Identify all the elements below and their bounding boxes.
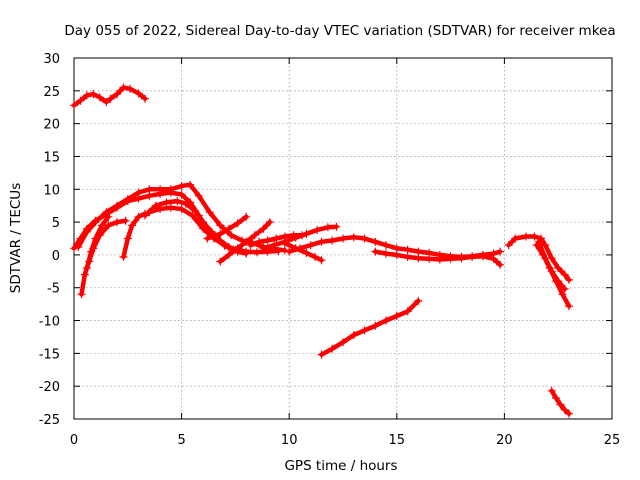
series-sat-i: [216, 218, 274, 266]
y-tick-label: 25: [43, 85, 60, 100]
plus-marker: [504, 232, 573, 284]
data-marks: [70, 83, 573, 418]
y-tick-label: 20: [43, 118, 60, 133]
y-tick-label: 15: [43, 150, 60, 165]
series-sat-p: [504, 232, 573, 284]
plus-marker: [203, 212, 251, 243]
y-axis-label: SDTVAR / TECUs: [8, 183, 24, 293]
series-line: [319, 298, 421, 357]
y-tick-label: -25: [39, 413, 60, 428]
series-sat-s: [317, 296, 423, 359]
series-line: [536, 239, 567, 292]
x-tick-label: 25: [604, 433, 621, 448]
series-sat-e: [82, 212, 113, 272]
plus-marker: [70, 83, 149, 110]
y-tick-label: -5: [47, 282, 60, 297]
series-sat-t: [547, 386, 573, 418]
y-tick-label: -10: [39, 315, 60, 330]
series-sat-a: [70, 83, 149, 110]
y-tick-label: -20: [39, 380, 60, 395]
grid: [74, 58, 612, 419]
series-line: [71, 85, 148, 108]
y-tick-label: 0: [52, 249, 60, 264]
plus-marker: [216, 218, 274, 266]
plus-marker: [280, 239, 326, 265]
plus-marker: [547, 386, 573, 418]
series-sat-n: [280, 239, 326, 265]
x-tick-label: 10: [281, 433, 298, 448]
y-tick-label: 30: [43, 52, 60, 67]
y-tick-label: 10: [43, 183, 60, 198]
series-sat-f: [119, 209, 149, 261]
chart-title: Day 055 of 2022, Sidereal Day-to-day VTE…: [64, 23, 615, 39]
series-sat-j: [203, 212, 251, 243]
plus-marker: [82, 212, 113, 272]
x-tick-label: 0: [70, 433, 78, 448]
x-tick-label: 5: [177, 433, 185, 448]
x-axis-label: GPS time / hours: [284, 458, 397, 474]
plus-marker: [371, 247, 505, 269]
axis-ticks: 0 5 10 15 20 25 -25 -20 -15 -10 -5 0 5 10 15 20 25 30: [39, 52, 621, 448]
x-tick-label: 15: [389, 433, 406, 448]
y-tick-label: -15: [39, 347, 60, 362]
series-line: [506, 234, 572, 283]
plus-marker: [317, 296, 423, 359]
series-sat-r: [534, 237, 569, 293]
y-tick-label: 5: [52, 216, 60, 231]
x-tick-label: 20: [496, 433, 513, 448]
plot-frame: [73, 57, 613, 420]
series-sat-o: [371, 247, 505, 269]
plus-marker: [534, 237, 569, 293]
